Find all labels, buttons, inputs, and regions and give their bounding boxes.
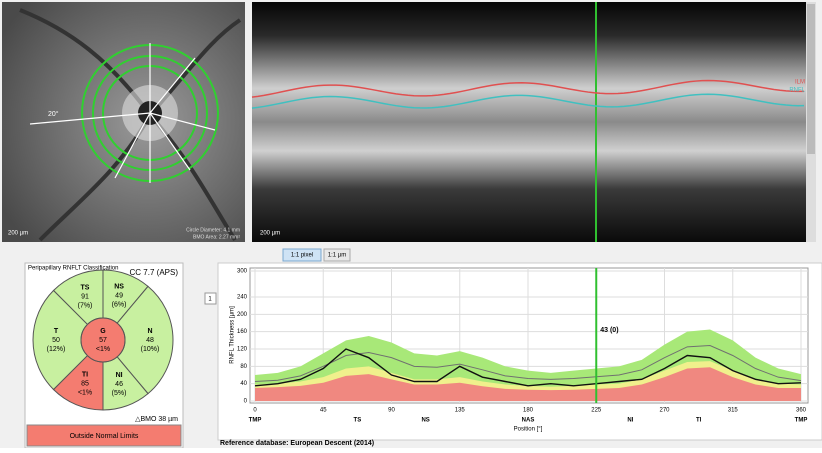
cursor-label: 43 (0) [600, 327, 618, 334]
sector-value: 49 [115, 293, 123, 300]
sector-percent: (6%) [112, 302, 127, 309]
fundus-info: Circle Diameter: 4.1 mm [186, 227, 240, 233]
sector-name: G [100, 328, 106, 335]
tab-label[interactable]: 1 [208, 297, 212, 303]
x-tick-label: 135 [455, 408, 466, 414]
y-tick-label: 80 [240, 364, 247, 370]
y-tick-label: 300 [237, 269, 248, 275]
toolbar: 1:1 pixel 1:1 µm [282, 248, 351, 262]
sector-axis-label: TI [696, 418, 702, 424]
sector-percent: (12%) [47, 346, 66, 353]
sector-name: TS [81, 284, 90, 291]
sector-percent: (5%) [112, 390, 127, 397]
x-tick-label: 315 [728, 408, 739, 414]
reference-band [255, 367, 801, 401]
sector-percent: (7%) [78, 302, 93, 309]
x-tick-label: 180 [523, 408, 534, 414]
fundus-image [2, 2, 245, 242]
cc-label: CC 7.7 (APS) [130, 268, 179, 277]
sector-name: NI [116, 372, 123, 379]
x-tick-label: 360 [796, 408, 807, 414]
layer-line [251, 93, 805, 109]
layer-label: ILM [795, 80, 805, 86]
button-label[interactable]: 1:1 pixel [291, 253, 313, 259]
panel-title: Peripapillary RNFLT Classification [28, 266, 118, 272]
layer-label: RNFL [789, 88, 805, 94]
sector-value: 48 [146, 337, 154, 344]
sector-value: 57 [99, 337, 107, 344]
sector-value: 50 [52, 337, 60, 344]
result-label: Outside Normal Limits [70, 433, 139, 440]
sector-percent: <1% [78, 389, 92, 396]
fundus-info: BMO Area: 2.27 mm² [193, 234, 240, 240]
sector-name: TI [82, 371, 88, 378]
sector-name: N [147, 328, 152, 335]
fundus-angle: 20° [48, 110, 59, 118]
button[interactable] [323, 248, 351, 262]
y-tick-label: 40 [240, 381, 247, 387]
fundus-scale: 200 µm [8, 231, 28, 237]
sector-percent: <1% [96, 346, 110, 353]
sector-axis-label: NI [627, 418, 633, 424]
thickness-line [254, 348, 802, 387]
layer-line [251, 79, 805, 98]
y-tick-label: 240 [237, 295, 248, 301]
x-axis-label: Position [°] [514, 427, 543, 433]
sector-name: T [54, 328, 59, 335]
result-box [26, 424, 182, 447]
oct-scale: 200 µm [260, 231, 280, 237]
bmo-label: △BMO 38 µm [135, 416, 178, 423]
sector-name: NS [114, 284, 124, 291]
sector [80, 317, 126, 363]
sector-axis-label: TS [354, 418, 362, 424]
x-tick-label: 90 [388, 408, 395, 414]
sector-value: 46 [115, 381, 123, 388]
button[interactable] [282, 248, 322, 262]
oct-image: 200 µm [252, 2, 816, 242]
x-tick-label: 270 [659, 408, 670, 414]
x-tick-label: 45 [320, 408, 327, 414]
sector-axis-label: TMP [249, 418, 262, 424]
y-axis-label: RNFL Thickness [µm] [230, 306, 236, 364]
y-tick-label: 160 [237, 329, 248, 335]
reference-label: Reference database: European Descent (20… [220, 440, 374, 447]
sector-axis-label: NAS [522, 418, 535, 424]
tab[interactable] [204, 292, 217, 305]
sector-percent: (10%) [141, 346, 160, 353]
sector-axis-label: NS [421, 418, 429, 424]
x-tick-label: 0 [253, 408, 257, 414]
sector-value: 91 [81, 293, 89, 300]
x-tick-label: 225 [591, 408, 602, 414]
y-tick-label: 0 [244, 399, 248, 405]
sector-axis-label: TMP [795, 418, 808, 424]
y-tick-label: 200 [237, 312, 248, 318]
sector-value: 85 [81, 380, 89, 387]
button-label[interactable]: 1:1 µm [328, 253, 346, 259]
thickness-line [254, 345, 802, 382]
y-tick-label: 120 [237, 347, 248, 353]
